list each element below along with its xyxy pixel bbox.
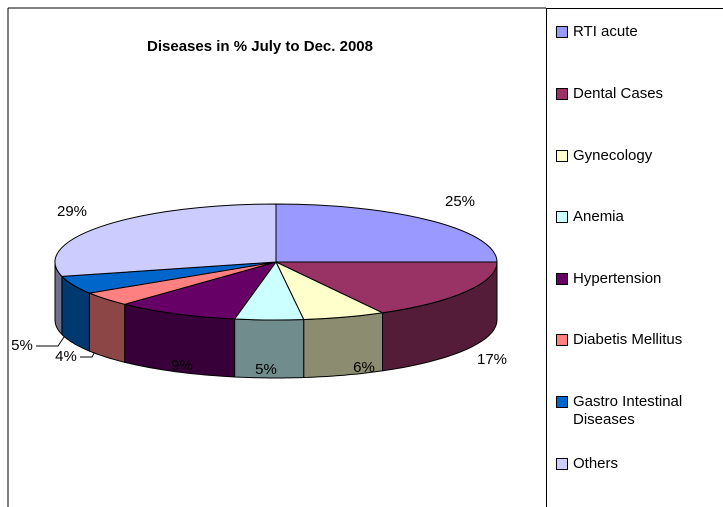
data-labels: 25% 17% 6% 5% 9% 4% 5% 29% (11, 193, 507, 378)
legend-entry: RTI acute (556, 23, 723, 41)
data-label: 5% (255, 361, 277, 378)
legend-swatch (556, 211, 568, 223)
legend-swatch (556, 26, 568, 38)
pie-slice (275, 203, 498, 263)
legend-entry: Others (556, 455, 723, 473)
legend-label: Anemia (573, 208, 624, 225)
legend-entry: Gynecology (556, 147, 723, 165)
data-label: 17% (477, 351, 507, 368)
legend: RTI acute Dental Cases Gynecology Anemia Hyp… (546, 8, 723, 507)
legend-swatch (556, 334, 568, 346)
data-label: 6% (353, 359, 375, 376)
legend-swatch (556, 458, 568, 470)
legend-entry: Anemia (556, 208, 723, 226)
legend-label: Hypertension (573, 270, 662, 287)
pie-slice (122, 261, 278, 320)
data-label: 4% (55, 348, 77, 365)
legend-label: Others (573, 455, 619, 472)
legend-entry: Hypertension (556, 270, 723, 288)
data-label: 29% (57, 203, 87, 220)
legend-swatch (556, 396, 568, 408)
pie-slice (275, 261, 498, 314)
legend-label: Gastro Intestinal Diseases (573, 393, 683, 428)
pie-tops (54, 203, 498, 321)
pie-side (88, 292, 126, 363)
legend-swatch (556, 88, 568, 100)
legend-label: Dental Cases (573, 85, 664, 102)
legend-swatch (556, 150, 568, 162)
data-label: 5% (11, 337, 33, 354)
legend-swatch (556, 273, 568, 285)
legend-label: Gynecology (573, 147, 653, 164)
legend-entry: Gastro Intestinal Diseases (556, 393, 723, 429)
chart-title: Diseases in % July to Dec. 2008 (147, 38, 373, 55)
data-label: 25% (445, 193, 475, 210)
legend-label: RTI acute (573, 23, 638, 40)
pie-slice (54, 203, 277, 277)
legend-entry: Dental Cases (556, 85, 723, 103)
legend-label: Diabetis Mellitus (573, 331, 683, 348)
legend-entry: Diabetis Mellitus (556, 331, 723, 349)
data-label: 9% (171, 357, 193, 374)
